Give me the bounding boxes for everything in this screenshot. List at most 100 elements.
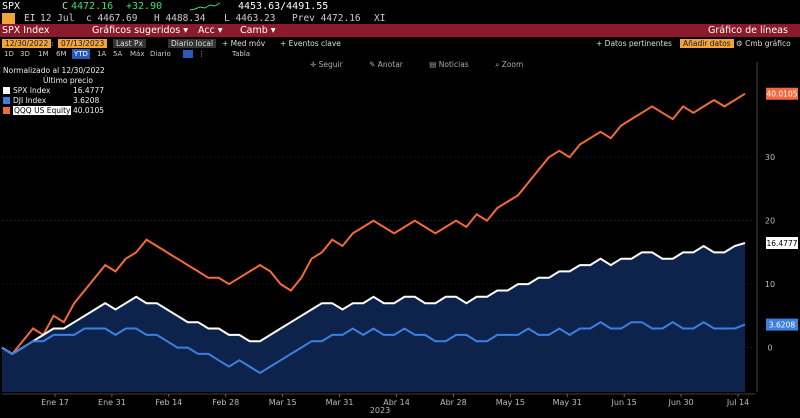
change-chart-label: Cmb gráfico	[745, 39, 791, 48]
events-label: Eventos clave	[288, 39, 341, 48]
legend-value: 16.4777	[73, 86, 105, 95]
bloomberg-logo-icon	[2, 13, 15, 24]
y-tick-label: 0	[767, 344, 772, 353]
suggested-charts-label: Gráficos sugeridos	[92, 25, 181, 36]
relevant-data-toggle[interactable]: + Datos pertinentes	[596, 39, 672, 48]
follow-label: Seguir	[318, 60, 343, 69]
exchange: EI	[24, 13, 36, 24]
zoom-label: Zoom	[501, 60, 524, 69]
period-max[interactable]: Máx	[130, 50, 145, 58]
ticker-symbol[interactable]: SPX	[2, 1, 21, 12]
x-tick-label: Jul 14	[726, 398, 749, 407]
dji-swatch-icon	[3, 97, 10, 104]
suggested-charts-menu[interactable]: Gráficos sugeridos ▾	[92, 25, 189, 36]
open-price: c 4467.69	[86, 13, 138, 24]
sparkline-icon	[190, 2, 220, 11]
y-tick-label: 20	[765, 217, 775, 226]
period-1m[interactable]: 1M	[38, 50, 49, 58]
period-1d[interactable]: 1D	[4, 50, 14, 58]
events-toggle[interactable]: + Eventos clave	[280, 39, 341, 48]
legend-name: SPX Index	[13, 86, 51, 95]
high-price: H 4488.34	[154, 13, 206, 24]
x-tick-label: Abr 28	[440, 398, 467, 407]
chart-toolbar: ✛ Seguir ✎ Anotar ▤ Noticias ⌕ Zoom	[310, 60, 547, 70]
legend-name: QQQ US Equity	[13, 106, 72, 115]
x-tick-label: Mar 31	[326, 398, 354, 407]
legend-name: DJI Index	[13, 96, 47, 105]
ticker-bar: SPX C 4472.16 +32.90 4453.63/4491.55	[0, 0, 800, 13]
x-tick-label: Feb 14	[155, 398, 182, 407]
camb-label: Camb	[240, 25, 268, 36]
end-label-box	[766, 237, 798, 250]
chart-type-title: Gráfico de líneas	[708, 25, 788, 36]
acc-menu[interactable]: Acc ▾	[198, 25, 223, 36]
period-bar: 1D 3D 1M 6M YTD 1A 5A Máx Diario ⋮ Tabla	[0, 49, 800, 59]
legend-item-qqq[interactable]: QQQ US Equity 40.0105	[3, 106, 105, 116]
end-label-box	[766, 87, 798, 100]
zoom-button[interactable]: ⌕ Zoom	[495, 60, 524, 69]
end-label: 16.4777	[766, 239, 797, 248]
period-5a[interactable]: 5A	[113, 50, 123, 58]
y-tick-label: 10	[765, 280, 775, 289]
quote-bar: EI 12 Jul c 4467.69 H 4488.34 L 4463.23 …	[0, 13, 800, 24]
day-range: 4453.63/4491.55	[238, 1, 329, 12]
legend-value: 3.6208	[73, 96, 100, 105]
x-tick-label: May 15	[496, 398, 525, 407]
change-chart-button[interactable]: ⚙ Cmb gráfico	[736, 39, 791, 48]
annotate-button[interactable]: ✎ Anotar	[369, 60, 403, 69]
x-tick-label: Ene 17	[41, 398, 69, 407]
period-diario[interactable]: Diario	[150, 50, 171, 58]
spx-area-fill	[2, 243, 745, 392]
field-select[interactable]: Last Px	[113, 39, 146, 48]
moving-average-label: Med móv	[230, 39, 266, 48]
camb-menu[interactable]: Camb ▾	[240, 25, 276, 36]
low-price: L 4463.23	[224, 13, 276, 24]
end-label-box	[766, 318, 798, 331]
x-tick-label: May 31	[553, 398, 582, 407]
legend: Normalizado al 12/30/2022 Último precio …	[3, 66, 105, 116]
annotate-label: Anotar	[377, 60, 403, 69]
prev-price: Prev 4472.16	[292, 13, 361, 24]
legend-value: 40.0105	[73, 106, 105, 115]
legend-item-dji[interactable]: DJI Index 3.6208	[3, 96, 105, 106]
period-1a[interactable]: 1A	[97, 50, 107, 58]
news-label: Noticias	[438, 60, 469, 69]
end-date-field[interactable]: 07/13/2023	[58, 39, 108, 48]
legend-item-spx[interactable]: SPX Index 16.4777	[3, 86, 105, 96]
x-tick-label: Mar 15	[269, 398, 297, 407]
x-year-label: 2023	[370, 406, 390, 415]
c-label: C	[62, 1, 69, 12]
calendar-icon[interactable]: ▫	[48, 39, 54, 48]
x-tick-label: Ene 31	[98, 398, 126, 407]
add-data-button[interactable]: Añadir datos	[680, 39, 734, 48]
x-tick-label: Jun 30	[667, 398, 693, 407]
period-6m[interactable]: 6M	[56, 50, 67, 58]
security-field[interactable]: SPX Index	[2, 25, 50, 36]
command-bar: SPX Index Gráficos sugeridos ▾ Acc ▾ Cam…	[0, 24, 800, 37]
news-button[interactable]: ▤ Noticias	[429, 60, 469, 69]
exchange-code: XI	[374, 13, 386, 24]
bar-style-icon[interactable]: ⋮	[198, 50, 205, 58]
qqq-swatch-icon	[3, 107, 10, 114]
y-tick-label: 30	[765, 153, 775, 162]
spx-swatch-icon	[3, 87, 10, 94]
line-style-icon[interactable]	[183, 50, 193, 58]
period-3d[interactable]: 3D	[20, 50, 30, 58]
table-button[interactable]: Tabla	[232, 50, 251, 58]
moving-average-toggle[interactable]: + Med móv	[222, 39, 266, 48]
follow-button[interactable]: ✛ Seguir	[310, 60, 343, 69]
last-price: 4472.16	[71, 1, 114, 12]
controls-bar: 12/30/2022 ▫ 07/13/2023 Last Px Diario l…	[0, 38, 800, 49]
series-line-qqq	[1, 92, 746, 356]
legend-title: Normalizado al 12/30/2022	[3, 66, 105, 75]
series-line-spx	[1, 242, 746, 356]
start-date-field[interactable]: 12/30/2022	[2, 39, 52, 48]
x-tick-label: Jun 15	[611, 398, 637, 407]
period-ytd[interactable]: YTD	[72, 49, 90, 59]
frequency-select[interactable]: Diario local	[168, 39, 217, 48]
x-tick-label: Feb 28	[212, 398, 239, 407]
end-label: 40.0105	[766, 90, 797, 99]
acc-label: Acc	[198, 25, 215, 36]
quote-date: 12 Jul	[40, 13, 75, 24]
